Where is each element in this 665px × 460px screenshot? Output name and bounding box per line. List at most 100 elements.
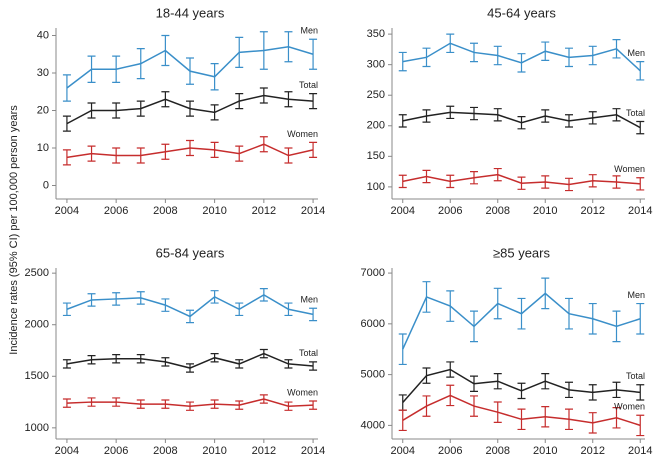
x-tick-label: 2014 xyxy=(301,445,325,457)
error-bar xyxy=(612,39,621,59)
error-bar xyxy=(398,114,407,128)
error-bar xyxy=(186,363,194,373)
y-tick-label: 7000 xyxy=(361,267,385,279)
error-bar xyxy=(612,381,621,399)
error-bar xyxy=(112,147,121,164)
error-bar xyxy=(136,291,145,305)
error-bar xyxy=(541,175,550,189)
panel-title: ≥85 years xyxy=(493,245,550,260)
error-bar xyxy=(398,394,407,411)
error-bar xyxy=(446,290,455,322)
x-tick-label: 2008 xyxy=(153,445,177,457)
error-bar xyxy=(62,398,71,408)
error-bar xyxy=(62,115,71,132)
error-bar xyxy=(87,293,96,307)
error-bar xyxy=(309,93,318,110)
series-label: Women xyxy=(614,402,645,412)
error-bar xyxy=(470,375,478,392)
x-tick-label: 2012 xyxy=(581,445,605,457)
panel-title: 18-44 years xyxy=(156,5,225,20)
error-bar xyxy=(446,361,455,378)
y-tick-label: 1000 xyxy=(25,422,49,434)
error-bar xyxy=(161,357,170,367)
x-tick-label: 2010 xyxy=(202,445,226,457)
error-bar xyxy=(517,382,526,400)
error-bar xyxy=(588,302,597,335)
error-bar xyxy=(210,141,219,158)
x-tick-label: 2010 xyxy=(533,445,557,457)
error-bar xyxy=(161,143,170,160)
error-bar xyxy=(87,397,96,407)
series-label: Men xyxy=(627,290,645,300)
error-bar xyxy=(517,176,526,190)
x-tick-label: 2014 xyxy=(628,205,652,217)
x-tick-label: 2012 xyxy=(252,205,276,217)
x-tick-label: 2014 xyxy=(301,205,325,217)
error-bar xyxy=(446,174,455,189)
y-tick-label: 350 xyxy=(367,28,385,40)
error-bar xyxy=(309,141,318,158)
error-bar xyxy=(62,359,71,369)
error-bar xyxy=(259,136,268,153)
x-tick-label: 2012 xyxy=(581,205,605,217)
error-bar xyxy=(470,395,478,417)
error-bar xyxy=(470,310,478,343)
error-bar xyxy=(588,384,597,401)
error-bar xyxy=(517,53,526,73)
error-bar xyxy=(541,41,550,61)
y-tick-label: 200 xyxy=(367,120,385,132)
x-tick-label: 2008 xyxy=(486,445,510,457)
error-bar xyxy=(565,177,573,192)
error-bar xyxy=(284,147,293,164)
y-tick-label: 2000 xyxy=(25,319,49,331)
error-bar xyxy=(612,175,621,189)
error-bar xyxy=(565,47,573,68)
error-bar xyxy=(136,354,145,364)
error-bar xyxy=(636,177,645,191)
x-tick-label: 2004 xyxy=(55,445,79,457)
error-bar xyxy=(541,109,550,123)
error-bar xyxy=(186,401,194,411)
error-bar xyxy=(235,93,244,110)
error-bar xyxy=(517,408,526,431)
error-bar xyxy=(112,55,121,83)
error-bar xyxy=(398,333,407,366)
error-bar xyxy=(541,373,550,390)
error-bar xyxy=(636,414,645,437)
x-tick-label: 2006 xyxy=(438,445,462,457)
error-bar xyxy=(87,55,96,83)
series-label: Total xyxy=(626,371,645,381)
error-bar xyxy=(309,400,318,410)
series-label: Men xyxy=(627,48,645,58)
y-tick-label: 2500 xyxy=(25,267,49,279)
error-bar xyxy=(259,31,268,70)
error-bar xyxy=(446,33,455,54)
error-bar xyxy=(259,288,268,302)
error-bar xyxy=(210,63,219,91)
error-bar xyxy=(136,100,145,117)
error-bar xyxy=(62,302,71,317)
error-bar xyxy=(636,61,645,81)
error-bar xyxy=(422,47,431,68)
error-bar xyxy=(541,277,550,310)
error-bar xyxy=(612,108,621,122)
error-bar xyxy=(493,45,502,66)
y-tick-label: 100 xyxy=(367,181,385,193)
error-bar xyxy=(87,145,96,162)
x-tick-label: 2006 xyxy=(104,445,128,457)
error-bar xyxy=(309,307,318,322)
error-bar xyxy=(235,400,244,410)
error-bar xyxy=(398,174,407,189)
y-tick-label: 1500 xyxy=(25,370,49,382)
error-bar xyxy=(309,361,318,371)
error-bar xyxy=(112,354,121,364)
error-bar xyxy=(235,302,244,317)
series-label: Women xyxy=(287,129,318,139)
error-bar xyxy=(309,38,318,70)
series-label: Men xyxy=(300,26,318,36)
error-bar xyxy=(588,111,597,125)
error-bar xyxy=(210,399,219,409)
error-bar xyxy=(210,104,219,121)
series-label: Total xyxy=(299,348,318,358)
x-tick-label: 2008 xyxy=(153,205,177,217)
